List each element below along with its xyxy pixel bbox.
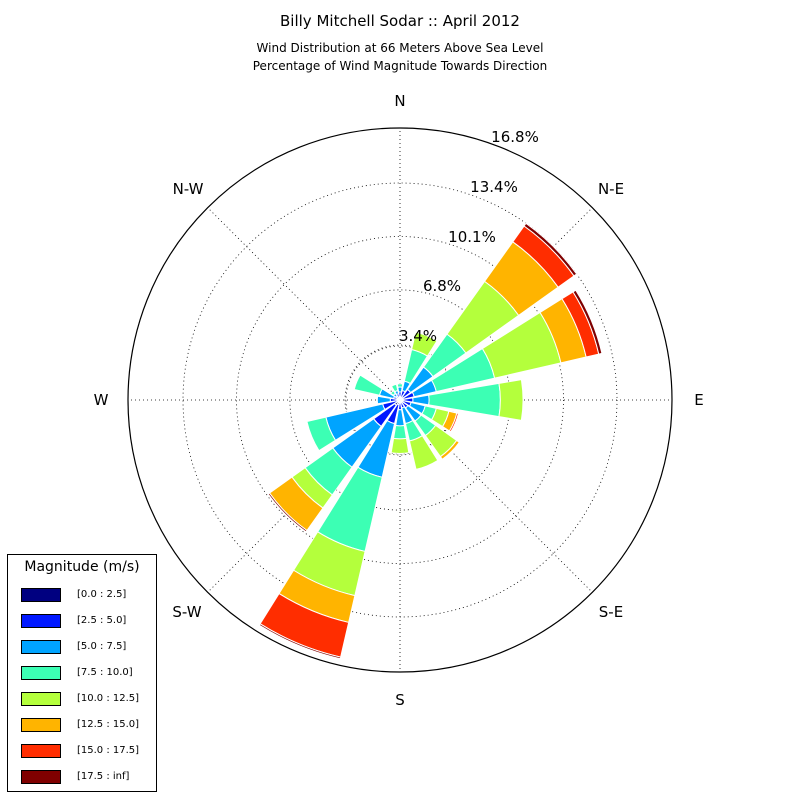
legend-swatch xyxy=(21,770,61,784)
grid-ring xyxy=(182,182,618,618)
wind-bar-segment xyxy=(396,383,404,388)
legend-label: [12.5 : 15.0] xyxy=(77,719,140,730)
chart-subtitle-line-2: Percentage of Wind Magnitude Towards Dir… xyxy=(252,59,548,73)
wind-bar-segment xyxy=(408,435,439,471)
chart-subtitle-line-1: Wind Distribution at 66 Meters Above Sea… xyxy=(256,41,544,55)
wind-bar-segment xyxy=(498,379,524,421)
wind-bar-segment xyxy=(448,412,459,433)
legend-swatch xyxy=(21,718,61,732)
wind-bar-segment xyxy=(390,383,399,393)
direction-label: W xyxy=(94,391,109,409)
outer-ring xyxy=(127,127,673,673)
wind-bar-segment xyxy=(267,492,308,533)
legend-label: [17.5 : inf] xyxy=(77,771,130,782)
chart-title: Billy Mitchell Sodar :: April 2012 xyxy=(280,12,520,30)
legend-swatch xyxy=(21,744,61,758)
radial-tick-label: 16.8% xyxy=(491,128,539,146)
legend-label: [5.0 : 7.5] xyxy=(77,641,127,652)
direction-label: N xyxy=(394,92,405,110)
legend-label: [7.5 : 10.0] xyxy=(77,667,133,678)
wind-bar-segment xyxy=(390,437,410,454)
legend-title: Magnitude (m/s) xyxy=(24,559,140,575)
legend-label: [10.0 : 12.5] xyxy=(77,693,140,704)
legend-swatch xyxy=(21,640,61,654)
direction-label: S xyxy=(395,691,405,709)
wind-bar-segment xyxy=(258,623,342,660)
wind-bar-segment xyxy=(393,424,407,440)
wind-bar-segment xyxy=(523,222,578,277)
legend-label: [0.0 : 2.5] xyxy=(77,589,127,600)
direction-label: E xyxy=(694,391,703,409)
direction-label: S-E xyxy=(599,603,623,621)
radial-tick-label: 10.1% xyxy=(448,228,496,246)
wind-bar-segment xyxy=(397,386,403,393)
direction-label: N-W xyxy=(173,180,204,198)
legend-swatch xyxy=(21,692,61,706)
radial-tick-label: 3.4% xyxy=(399,327,437,345)
wind-bar-segment xyxy=(411,331,438,357)
legend-label: [15.0 : 17.5] xyxy=(77,745,140,756)
radial-tick-label: 13.4% xyxy=(470,178,518,196)
legend-label: [2.5 : 5.0] xyxy=(77,615,127,626)
direction-label: N-E xyxy=(598,180,624,198)
grid-ring xyxy=(236,236,564,564)
radial-tick-label: 6.8% xyxy=(423,277,461,295)
wind-bar-segment xyxy=(439,439,461,461)
legend-swatch xyxy=(21,614,61,628)
wind-bar-segment xyxy=(353,374,383,396)
wind-bar-segment xyxy=(572,289,603,355)
wind-bar-segment xyxy=(306,416,337,452)
wind-bar-segment xyxy=(376,395,391,405)
legend-swatch xyxy=(21,588,61,602)
legend: Magnitude (m/s) [0.0 : 2.5] [2.5 : 5.0] … xyxy=(7,554,157,792)
grid-spoke xyxy=(207,207,401,401)
legend-swatch xyxy=(21,666,61,680)
direction-label: S-W xyxy=(172,603,201,621)
